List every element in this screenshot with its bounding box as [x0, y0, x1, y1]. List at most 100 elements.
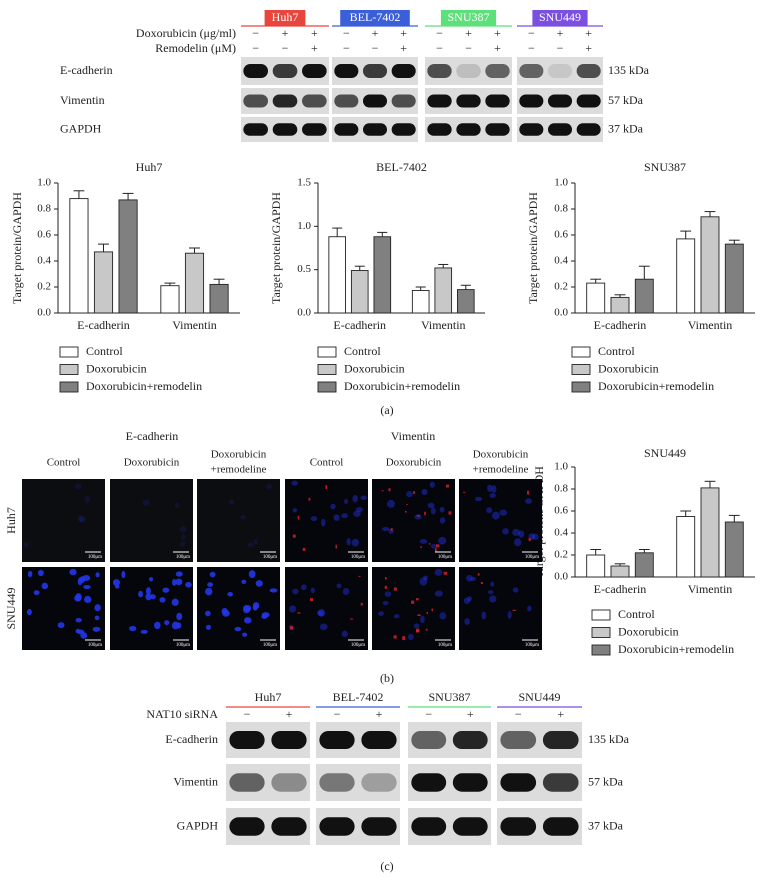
micrograph	[372, 567, 455, 650]
bar	[586, 554, 606, 578]
nucleus	[507, 611, 512, 619]
nucleus	[175, 578, 183, 586]
nucleus	[27, 570, 33, 578]
nucleus	[77, 577, 83, 586]
nucleus	[487, 590, 494, 595]
nucleus	[94, 604, 101, 612]
y-tick-label: 0.2	[554, 281, 568, 293]
y-tick-label: 1.0	[554, 177, 568, 189]
blot-band	[319, 773, 355, 792]
nucleus	[318, 610, 325, 617]
nucleus	[95, 572, 100, 578]
vimentin-signal	[425, 628, 428, 631]
scale-bar-label: 100μm	[176, 643, 190, 648]
nucleus	[344, 498, 349, 504]
cell-line: Huh7	[272, 10, 299, 24]
nucleus	[159, 597, 166, 603]
nucleus	[209, 571, 216, 578]
vimentin-signal	[384, 585, 387, 589]
nucleus	[227, 592, 233, 597]
legend-label: Doxorubicin+remodelin	[86, 379, 202, 393]
nucleus	[525, 498, 532, 504]
nucleus	[69, 568, 77, 576]
cell-line: SNU387	[428, 690, 470, 704]
blot-band	[411, 731, 447, 749]
group-box	[440, 10, 497, 26]
size-label: 37 kDa	[588, 818, 624, 832]
blot-band	[500, 773, 537, 792]
bar	[118, 199, 138, 314]
nucleus	[429, 481, 435, 488]
nucleus	[439, 612, 447, 620]
vimentin-signal	[290, 626, 294, 630]
blot-band	[243, 123, 268, 136]
nucleus	[419, 539, 428, 544]
nucleus	[185, 581, 192, 588]
legend-label: Doxorubicin+remodelin	[598, 379, 714, 393]
nucleus	[466, 574, 473, 582]
nucleus	[242, 632, 248, 637]
group-box	[264, 10, 306, 26]
condition-label: Doxorubicin	[386, 457, 442, 469]
nucleus	[92, 626, 101, 632]
nucleus	[491, 511, 500, 520]
bar	[434, 267, 453, 314]
vimentin-signal	[297, 612, 301, 614]
y-tick-label: 0.0	[554, 571, 568, 583]
blot-band	[362, 94, 388, 108]
y-tick-label: 1.0	[554, 461, 568, 473]
y-tick-label: 0.8	[37, 203, 51, 215]
nucleus	[240, 514, 246, 520]
nucleus	[346, 538, 351, 546]
nucleus	[414, 514, 422, 520]
nucleus	[321, 518, 326, 527]
scale-bar-label: 100μm	[525, 643, 539, 648]
vimentin-signal	[480, 582, 484, 585]
vimentin-signal	[417, 614, 421, 616]
scale-bar-label: 100μm	[438, 643, 452, 648]
treatment-sign: +	[286, 707, 293, 721]
nucleus	[172, 579, 177, 586]
nucleus	[37, 569, 44, 577]
blot-band	[452, 773, 488, 792]
bar	[93, 251, 114, 314]
nucleus	[382, 601, 389, 606]
bar	[160, 285, 180, 314]
nucleus	[247, 542, 254, 548]
legend-swatch	[591, 644, 611, 656]
nucleus	[179, 525, 187, 533]
size-label: 135 kDa	[608, 63, 650, 77]
nucleus	[205, 610, 211, 617]
x-tick-label: E-cadherin	[333, 318, 386, 332]
cell-line: Huh7	[255, 690, 282, 704]
vimentin-signal	[512, 609, 516, 611]
nucleus	[474, 496, 483, 502]
stain-label: E-cadherin	[126, 429, 179, 443]
micrograph	[285, 479, 368, 562]
x-tick-label: Vimentin	[172, 318, 217, 332]
nucleus	[222, 610, 230, 617]
treatment-sign: −	[343, 41, 350, 55]
nucleus	[393, 614, 400, 619]
bar	[328, 236, 347, 314]
legend-swatch	[317, 364, 337, 375]
blot-band	[452, 731, 488, 749]
legend-swatch	[59, 346, 79, 358]
blot-band	[547, 94, 573, 108]
treatment-sign: +	[557, 26, 564, 40]
nucleus	[269, 588, 278, 593]
y-axis-label: Target protein/GAPDH	[526, 192, 540, 304]
nucleus	[84, 495, 91, 503]
protein-label: Vimentin	[60, 93, 105, 107]
nucleus	[129, 625, 137, 632]
blot-band	[391, 123, 416, 136]
blot-band	[456, 123, 481, 136]
nucleus	[205, 587, 213, 596]
treatment-sign: +	[585, 26, 592, 40]
treatment-sign: +	[400, 41, 407, 55]
condition-label: Doxorubicin	[211, 449, 267, 461]
blot-band	[362, 64, 388, 78]
nucleus	[291, 480, 298, 486]
blot-band	[519, 123, 544, 136]
